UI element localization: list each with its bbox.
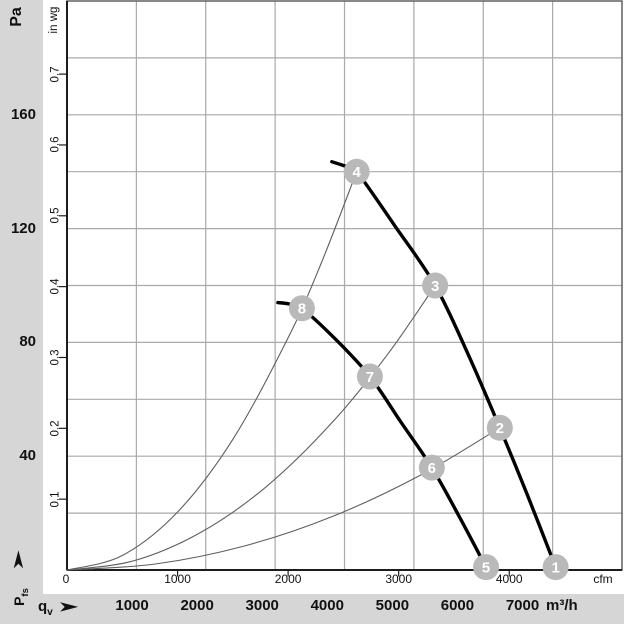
cfm-tick-label-2000: 2000	[274, 572, 302, 586]
cfm-unit-label: cfm	[593, 572, 613, 586]
operating-point-number: 5	[482, 560, 490, 577]
m3h-tick-label-2000: 2000	[180, 597, 214, 614]
inwg-tick-label-0.6: 0.6	[49, 136, 62, 153]
operating-point-number: 1	[551, 560, 559, 577]
m3h-tick-label-1000: 1000	[115, 597, 149, 614]
inwg-tick-label-0.3: 0.3	[49, 349, 62, 366]
operating-point-number: 7	[366, 369, 374, 386]
operating-point-number: 3	[431, 278, 439, 295]
qv-arrow-icon: ➤	[58, 599, 79, 614]
operating-point-circle	[422, 272, 449, 299]
operating-point-circle	[473, 554, 500, 581]
system-resistance-line-through-6-2	[66, 427, 501, 571]
operating-point-circle	[288, 295, 315, 322]
operating-point-number: 2	[496, 420, 504, 437]
pa-tick-label-80: 80	[19, 333, 36, 351]
pfs-symbol-sub: fs	[19, 588, 31, 597]
operating-point-5: 5	[473, 554, 500, 581]
m3h-tick-label-7000: 7000	[505, 597, 540, 614]
qv-symbol-sub: v	[47, 607, 53, 618]
operating-point-3: 3	[422, 272, 449, 299]
m3h-tick-label-4000: 4000	[310, 597, 344, 614]
qv-axis-symbol: qv	[38, 598, 53, 618]
operating-point-number: 4	[352, 164, 361, 181]
m3h-tick-label-3000: 3000	[245, 597, 279, 614]
operating-point-circle	[418, 454, 445, 481]
pa-tick-label-120: 120	[10, 219, 36, 237]
inwg-tick-label-0.1: 0.1	[49, 491, 62, 508]
cfm-tick-label-3000: 3000	[385, 572, 413, 586]
inwg-axis-title: in wg	[48, 6, 60, 34]
pa-axis-title: Pa	[8, 7, 25, 27]
cfm-tick-label-1000: 1000	[164, 572, 191, 586]
inwg-tick-label-0.2: 0.2	[49, 420, 62, 437]
operating-point-circle	[486, 414, 513, 441]
system-resistance-line-through-8-4	[66, 171, 358, 571]
operating-point-6: 6	[418, 454, 445, 481]
operating-point-number: 6	[428, 460, 436, 477]
pfs-arrow-icon: ➤	[10, 550, 26, 570]
operating-point-circle	[356, 363, 383, 390]
operating-point-8: 8	[288, 295, 315, 322]
operating-point-circle	[542, 554, 569, 581]
cfm-tick-label-4000: 4000	[495, 572, 523, 586]
operating-point-1: 1	[542, 554, 569, 581]
x-axis-origin-label: 0	[62, 572, 70, 586]
qv-symbol-main: q	[38, 598, 48, 615]
m3h-tick-label-5000: 5000	[375, 597, 410, 614]
operating-point-4: 4	[343, 158, 370, 185]
operating-point-circle	[343, 158, 370, 185]
inwg-tick-label-0.5: 0.5	[49, 207, 62, 224]
operating-point-2: 2	[486, 414, 513, 441]
pa-tick-label-160: 160	[10, 105, 36, 123]
pa-tick-label-40: 40	[19, 447, 36, 465]
m3h-tick-label-6000: 6000	[440, 597, 475, 614]
system-resistance-line-through-7-3	[66, 285, 436, 571]
pfs-symbol-main: P	[11, 596, 27, 606]
pfs-axis-symbol: Pfs	[11, 576, 31, 618]
inwg-tick-label-0.7: 0.7	[49, 66, 62, 83]
operating-point-number: 8	[298, 301, 306, 318]
inwg-tick-label-0.4: 0.4	[49, 278, 62, 295]
m3h-unit-label: m³/h	[546, 597, 578, 614]
operating-point-7: 7	[356, 363, 383, 390]
